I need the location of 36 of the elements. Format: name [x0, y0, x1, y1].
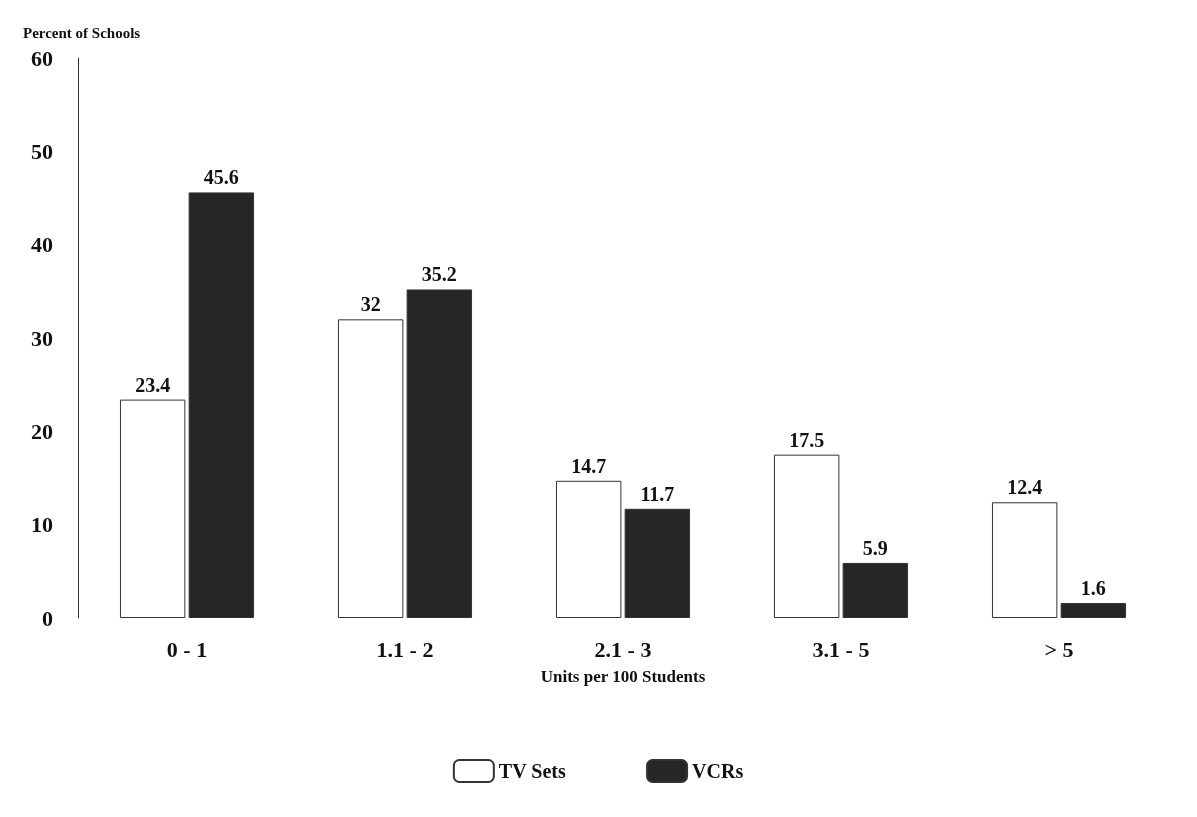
- data-label: 14.7: [571, 454, 607, 477]
- data-label: 32: [360, 293, 381, 316]
- bar: [1060, 603, 1127, 618]
- x-tick-label: 1.1 - 2: [376, 636, 434, 662]
- data-label: 5.9: [862, 536, 888, 559]
- x-tick-label: 0 - 1: [166, 636, 208, 662]
- data-label: 45.6: [203, 166, 239, 189]
- bar: [406, 289, 473, 618]
- data-label: 17.5: [789, 428, 825, 451]
- bar: [842, 562, 909, 618]
- bar: [337, 319, 404, 618]
- y-tick-label: 60: [31, 45, 53, 71]
- x-tick-label: 2.1 - 3: [594, 636, 652, 662]
- data-label: 11.7: [640, 482, 675, 505]
- data-label: 12.4: [1007, 476, 1043, 499]
- bar: [119, 399, 186, 618]
- bar: [773, 454, 840, 618]
- bar: [188, 192, 255, 618]
- bar: [991, 502, 1058, 618]
- y-tick-label: 40: [31, 232, 53, 258]
- x-axis-title: Units per 100 Students: [540, 667, 706, 686]
- y-tick-label: 50: [31, 138, 53, 164]
- bar: [555, 480, 622, 618]
- data-label: 35.2: [421, 263, 457, 286]
- y-tick-label: 0: [42, 605, 53, 631]
- x-tick-label: > 5: [1044, 636, 1074, 662]
- y-tick-label: 20: [31, 418, 53, 444]
- legend-label: VCRs: [692, 760, 744, 782]
- y-tick-label: 30: [31, 325, 53, 351]
- y-axis-title: Percent of Schools: [23, 24, 141, 41]
- bar: [624, 508, 691, 618]
- x-tick-label: 3.1 - 5: [812, 636, 870, 662]
- legend-label: TV Sets: [498, 760, 566, 782]
- data-label: 1.6: [1080, 577, 1106, 600]
- y-tick-label: 10: [31, 512, 53, 538]
- data-label: 23.4: [135, 373, 171, 396]
